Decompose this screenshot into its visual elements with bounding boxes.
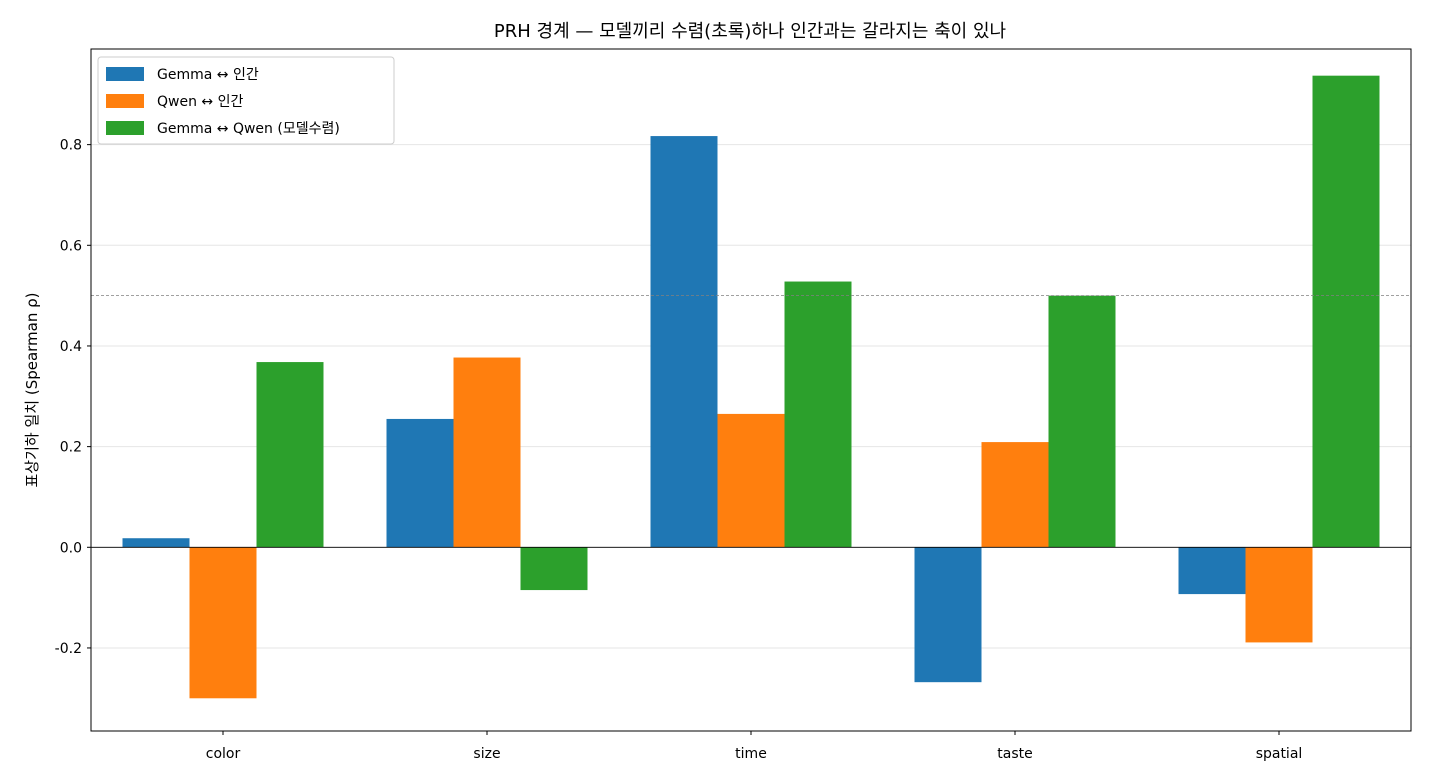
y-tick-label: 0.8 — [60, 138, 82, 154]
bar-size-2 — [520, 547, 588, 591]
legend-box — [97, 56, 395, 145]
bar-color-1 — [189, 547, 257, 699]
legend-label: Qwen ↔ 인간 — [157, 94, 243, 110]
bar-size-1 — [453, 357, 521, 548]
y-tick-label: 0.2 — [60, 440, 82, 456]
bar-color-2 — [256, 362, 324, 548]
legend-swatch — [106, 121, 144, 135]
y-tick-label: 0.6 — [60, 238, 82, 254]
bar-spatial-1 — [1245, 547, 1313, 643]
y-tick-label: 0.4 — [60, 339, 82, 355]
legend-label: Gemma ↔ 인간 — [157, 67, 259, 83]
y-axis-label: 표상기하 일치 (Spearman ρ) — [23, 292, 41, 487]
x-tick-label: size — [473, 746, 500, 762]
axes: -0.2 0.0 0.2 0.4 0.6 0.8 color size time taste spa… — [55, 48, 1412, 762]
chart-title: PRH 경계 — 모델끼리 수렴(초록)하나 인간과는 갈라지는 축이 있나 — [494, 21, 1006, 42]
bar-taste-0 — [914, 547, 982, 683]
bar-time-2 — [784, 281, 852, 548]
bar-size-0 — [386, 418, 454, 548]
x-tick-label: taste — [997, 746, 1032, 762]
legend-label: Gemma ↔ Qwen (모델수렴) — [157, 121, 340, 137]
bar-spatial-2 — [1312, 75, 1380, 548]
legend: Gemma ↔ 인간 Qwen ↔ 인간 Gemma ↔ Qwen (모델수렴) — [97, 56, 395, 145]
reference-line-layer — [91, 295, 1411, 548]
bars — [122, 75, 1380, 699]
bar-taste-2 — [1048, 295, 1116, 548]
x-tick-label: color — [206, 746, 241, 762]
y-tick-label: 0.0 — [60, 540, 82, 556]
bar-time-1 — [717, 413, 785, 548]
legend-swatch — [106, 94, 144, 108]
x-tick-label: time — [735, 746, 767, 762]
y-tick-label: -0.2 — [55, 641, 82, 657]
bar-spatial-0 — [1178, 547, 1246, 595]
bar-time-0 — [650, 136, 718, 548]
x-tick-label: spatial — [1256, 746, 1303, 762]
legend-swatch — [106, 67, 144, 81]
bar-taste-1 — [981, 442, 1049, 548]
bar-color-0 — [122, 538, 190, 548]
